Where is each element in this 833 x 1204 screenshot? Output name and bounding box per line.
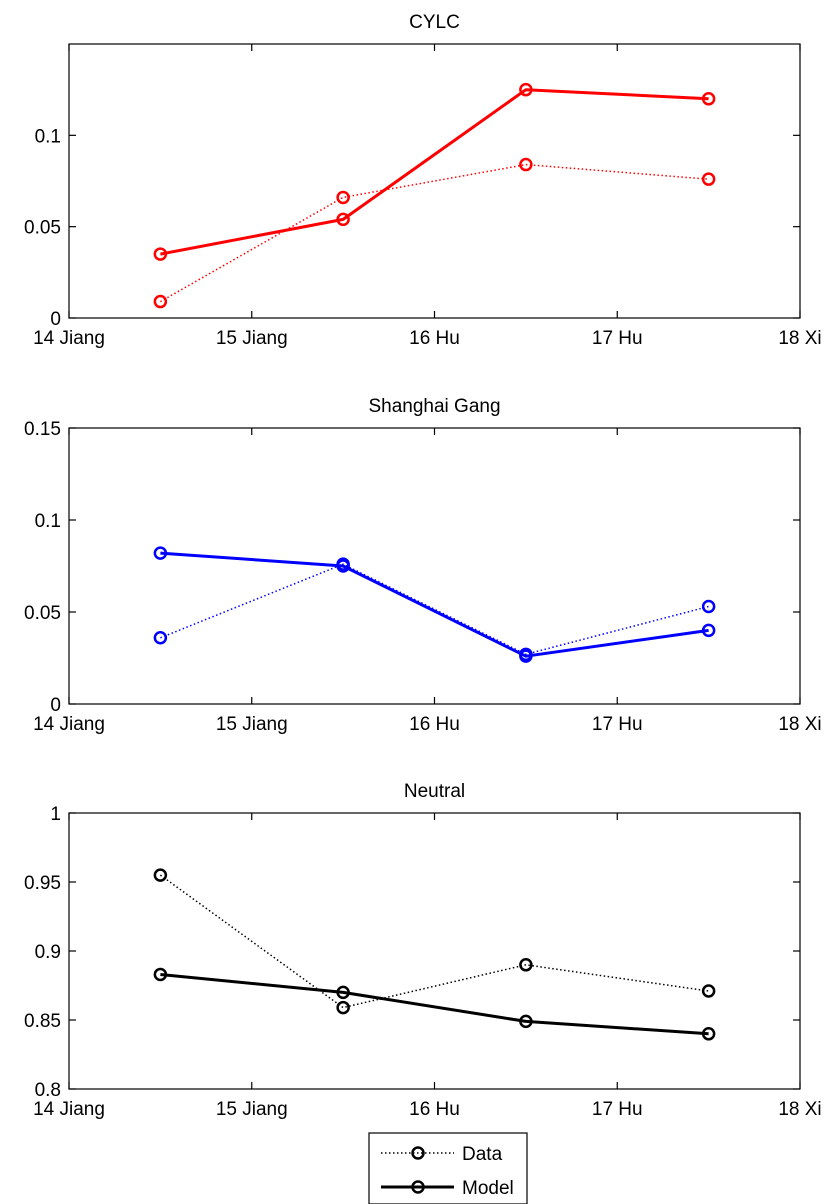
chart-title: CYLC — [409, 12, 460, 33]
data-point-data — [153, 294, 168, 309]
y-tick-label: 0 — [50, 695, 61, 716]
x-tick-label: 18 Xi — [778, 1099, 821, 1120]
x-tick-label: 17 Hu — [592, 714, 643, 735]
y-tick-label: 0.9 — [35, 942, 61, 963]
data-point-data — [519, 157, 533, 172]
y-tick-label: 0.85 — [24, 1011, 61, 1032]
x-tick-label: 14 Jiang — [33, 714, 105, 735]
chart-title: Neutral — [404, 781, 465, 802]
axes-box — [68, 812, 801, 1090]
x-tick-label: 18 Xi — [778, 714, 821, 735]
data-point-data — [701, 984, 716, 998]
x-tick-label: 14 Jiang — [33, 328, 105, 349]
y-tick-label: 0.15 — [24, 419, 61, 440]
legend-label-model: Model — [462, 1178, 514, 1199]
data-point-model — [153, 247, 168, 261]
data-point-data — [336, 1000, 350, 1015]
y-tick-label: 1 — [50, 804, 61, 825]
chart-panel-2: Neutral 14 Jiang 15 Jiang 16 Hu 17 Hu 18 Xi 0.… — [24, 781, 822, 1120]
chart-title: Shanghai Gang — [368, 396, 500, 417]
data-point-model — [336, 559, 350, 573]
x-tick-label: 17 Hu — [592, 328, 643, 349]
data-point-data — [153, 868, 168, 882]
y-tick-label: 0.05 — [24, 218, 61, 239]
y-tick-label: 0.1 — [35, 126, 61, 147]
axes-box — [68, 43, 801, 319]
chart-panel-1: Shanghai Gang 14 Jiang 15 Jiang 16 Hu 17 Hu 1… — [24, 396, 822, 735]
data-point-model — [519, 82, 533, 97]
x-tick-label: 14 Jiang — [33, 1099, 105, 1120]
data-point-model — [519, 1014, 533, 1029]
data-point-model — [153, 967, 168, 982]
series-line-model — [160, 88, 709, 256]
series-line-model — [160, 551, 709, 658]
data-point-data — [519, 958, 533, 972]
x-tick-label: 15 Jiang — [216, 714, 288, 735]
y-tick-label: 0.1 — [35, 511, 61, 532]
legend-box — [368, 1132, 528, 1204]
legend-marker-model — [411, 1180, 425, 1194]
x-tick-label: 15 Jiang — [216, 1099, 288, 1120]
y-tick-label: 0.05 — [24, 603, 61, 624]
data-point-data — [701, 599, 716, 614]
x-tick-label: 16 Hu — [409, 714, 460, 735]
chart-panels: CYLC 14 Jiang 15 Jiang 16 Hu 17 Hu 18 Xi 0 0.05… — [24, 12, 822, 1120]
data-point-data — [701, 172, 716, 186]
data-point-model — [153, 546, 168, 560]
y-tick-label: 0.8 — [35, 1080, 61, 1101]
data-point-data — [153, 631, 168, 645]
series-line-model — [160, 973, 709, 1036]
y-tick-label: 0.95 — [24, 873, 61, 894]
data-point-model — [701, 92, 716, 106]
x-tick-label: 16 Hu — [409, 1099, 460, 1120]
y-tick-label: 0 — [50, 309, 61, 330]
legend-marker-data — [411, 1146, 425, 1160]
x-tick-label: 18 Xi — [778, 328, 821, 349]
series-line-data — [159, 874, 709, 1009]
data-point-model — [701, 1027, 716, 1041]
legend-label-data: Data — [462, 1144, 503, 1165]
data-point-data — [336, 190, 350, 205]
x-tick-label: 17 Hu — [592, 1099, 643, 1120]
data-point-model — [336, 212, 350, 227]
x-tick-label: 16 Hu — [409, 328, 460, 349]
data-point-model — [336, 985, 350, 1000]
legend: Data Model — [368, 1132, 528, 1204]
axes-box — [68, 427, 801, 705]
data-point-model — [701, 623, 716, 638]
x-tick-label: 15 Jiang — [216, 328, 288, 349]
chart-panel-0: CYLC 14 Jiang 15 Jiang 16 Hu 17 Hu 18 Xi 0 0.05… — [24, 12, 822, 349]
data-point-model — [519, 649, 533, 663]
series-line-data — [160, 163, 709, 303]
